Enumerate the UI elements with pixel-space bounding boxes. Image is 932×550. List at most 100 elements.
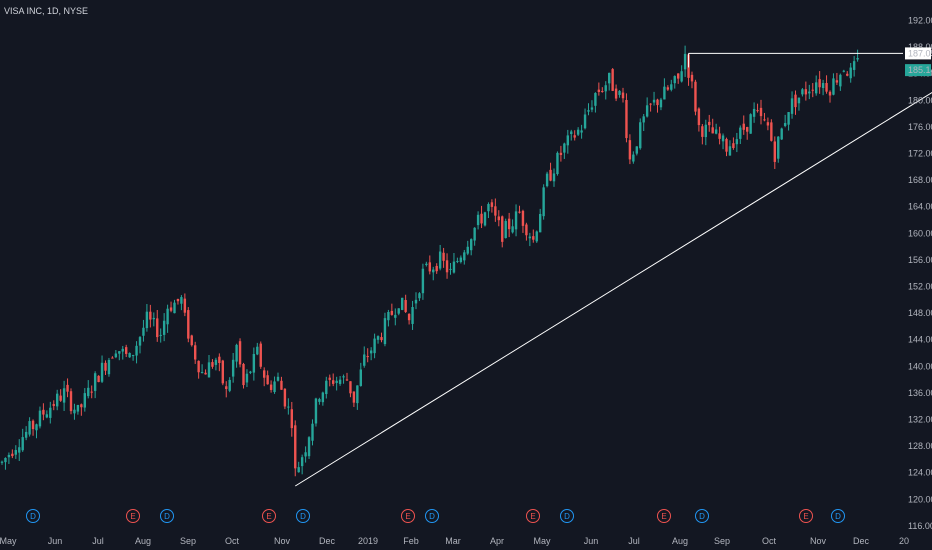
candle-body bbox=[294, 425, 297, 469]
candle-body bbox=[573, 135, 576, 138]
dividend-marker[interactable]: D bbox=[560, 509, 574, 523]
candle-body bbox=[501, 216, 504, 242]
x-tick-label: Dec bbox=[319, 536, 336, 546]
candle-body bbox=[625, 99, 628, 139]
candle-body bbox=[35, 424, 38, 431]
candle-body bbox=[263, 370, 266, 378]
candle-body bbox=[280, 380, 283, 390]
dividend-marker[interactable]: D bbox=[296, 509, 310, 523]
y-tick-label: 180.00 bbox=[908, 95, 932, 105]
candle-body bbox=[825, 83, 828, 92]
dividend-marker[interactable]: D bbox=[26, 509, 40, 523]
candle-body bbox=[80, 404, 83, 408]
price-label-bg bbox=[905, 64, 931, 77]
candle-body bbox=[404, 300, 407, 312]
event-marker-label: E bbox=[530, 512, 535, 521]
event-marker-label: E bbox=[803, 512, 808, 521]
x-tick-label: Nov bbox=[810, 536, 827, 546]
candle-body bbox=[649, 103, 652, 105]
candle-body bbox=[311, 423, 314, 441]
event-marker-label: D bbox=[30, 512, 36, 521]
time-axis[interactable]: May Jun Jul Aug Sep Oct Nov Dec 2019 Feb Mar Apr May… bbox=[0, 536, 909, 546]
dividend-marker[interactable]: D bbox=[160, 509, 174, 523]
candle-body bbox=[321, 392, 325, 403]
candle-body bbox=[514, 211, 518, 230]
y-tick-label: 168.00 bbox=[908, 175, 932, 185]
earnings-marker[interactable]: E bbox=[657, 509, 671, 523]
candle-body bbox=[804, 89, 808, 95]
candle-body bbox=[421, 268, 425, 294]
y-tick-label: 144.00 bbox=[908, 335, 932, 345]
y-tick-label: 188.00 bbox=[908, 42, 932, 52]
candle-body bbox=[756, 110, 759, 112]
candle-body bbox=[652, 99, 656, 103]
candle-body bbox=[701, 126, 704, 137]
candle-body bbox=[559, 152, 563, 155]
candle-body bbox=[532, 236, 535, 240]
x-tick-label: 20 bbox=[899, 536, 909, 546]
earnings-marker[interactable]: E bbox=[126, 509, 140, 523]
candle-body bbox=[456, 260, 459, 262]
candle-body bbox=[542, 187, 545, 217]
x-tick-label: Apr bbox=[490, 536, 504, 546]
candle-body bbox=[666, 87, 670, 90]
candle-body bbox=[428, 262, 431, 272]
candle-body bbox=[18, 447, 21, 453]
dividend-marker[interactable]: D bbox=[425, 509, 439, 523]
candle-body bbox=[507, 218, 511, 230]
candle-body bbox=[656, 99, 659, 106]
earnings-marker[interactable]: E bbox=[262, 509, 276, 523]
candle-body bbox=[363, 354, 366, 366]
y-tick-label: 164.00 bbox=[908, 202, 932, 212]
candle-body bbox=[566, 135, 569, 146]
candle-body bbox=[528, 236, 532, 239]
candle-body bbox=[66, 384, 69, 392]
candle-body bbox=[570, 131, 573, 135]
earnings-marker[interactable]: E bbox=[401, 509, 415, 523]
candle-body bbox=[28, 421, 31, 435]
price-label-bg bbox=[905, 47, 931, 60]
candle-body bbox=[204, 372, 207, 375]
y-tick-label: 156.00 bbox=[908, 255, 932, 265]
candle-body bbox=[721, 135, 725, 142]
drawings[interactable] bbox=[294, 52, 932, 487]
event-marker-label: E bbox=[405, 512, 410, 521]
dividend-marker[interactable]: D bbox=[695, 509, 709, 523]
candle-body bbox=[73, 409, 76, 414]
event-marker-label: D bbox=[564, 512, 570, 521]
candle-body bbox=[746, 127, 749, 132]
candle-body bbox=[852, 61, 856, 70]
candle-body bbox=[259, 343, 262, 367]
candle-body bbox=[242, 363, 245, 386]
candle-body bbox=[69, 391, 73, 412]
candle-body bbox=[583, 114, 587, 129]
candle-body bbox=[470, 239, 473, 251]
candle-body bbox=[487, 204, 490, 212]
candle-body bbox=[131, 355, 135, 357]
candle-body bbox=[511, 226, 514, 233]
candle-body bbox=[238, 341, 242, 365]
candle-body bbox=[342, 376, 345, 378]
candle-body bbox=[200, 372, 204, 374]
candle-body bbox=[376, 336, 380, 340]
price-axis[interactable]: 116.00 120.00 124.00 128.00 132.00 136.00 140.… bbox=[905, 16, 932, 531]
candle-body bbox=[594, 93, 597, 106]
candle-body bbox=[118, 351, 121, 354]
event-marker-label: D bbox=[164, 512, 170, 521]
candle-body bbox=[225, 386, 228, 390]
candle-body bbox=[397, 308, 400, 314]
earnings-marker[interactable]: E bbox=[526, 509, 540, 523]
candle-body bbox=[197, 360, 200, 373]
y-tick-label: 132.00 bbox=[908, 415, 932, 425]
dividend-marker[interactable]: D bbox=[831, 509, 845, 523]
candle-body bbox=[162, 320, 166, 335]
event-marker-circle bbox=[401, 509, 415, 523]
x-tick-label: Aug bbox=[672, 536, 688, 546]
event-marker-circle bbox=[296, 509, 310, 523]
candle-body bbox=[52, 404, 55, 406]
earnings-marker[interactable]: E bbox=[799, 509, 813, 523]
trendline[interactable] bbox=[294, 91, 932, 487]
candle-body bbox=[211, 362, 214, 367]
